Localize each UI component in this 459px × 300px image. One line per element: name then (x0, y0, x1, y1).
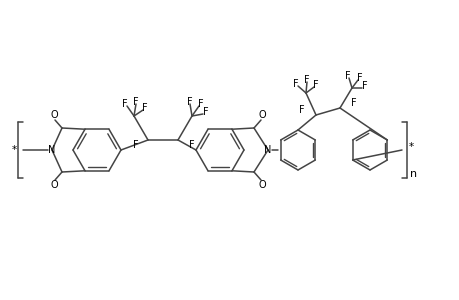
Text: F: F (292, 79, 298, 89)
Text: F: F (133, 97, 139, 107)
Text: F: F (303, 75, 309, 85)
Text: F: F (344, 71, 350, 81)
Text: O: O (257, 110, 265, 120)
Text: O: O (257, 180, 265, 190)
Text: n: n (409, 169, 417, 179)
Text: F: F (203, 107, 208, 117)
Text: F: F (313, 80, 318, 90)
Text: N: N (48, 145, 56, 155)
Text: F: F (350, 98, 356, 108)
Text: F: F (361, 81, 367, 91)
Text: *: * (408, 142, 413, 152)
Text: N: N (264, 145, 271, 155)
Text: F: F (133, 140, 139, 150)
Text: F: F (142, 103, 147, 113)
Text: F: F (198, 99, 203, 109)
Text: F: F (189, 140, 195, 150)
Text: F: F (187, 97, 192, 107)
Text: O: O (50, 180, 58, 190)
Text: O: O (50, 110, 58, 120)
Text: F: F (356, 73, 362, 83)
Text: *: * (11, 145, 17, 155)
Text: F: F (122, 99, 128, 109)
Text: F: F (298, 105, 304, 115)
